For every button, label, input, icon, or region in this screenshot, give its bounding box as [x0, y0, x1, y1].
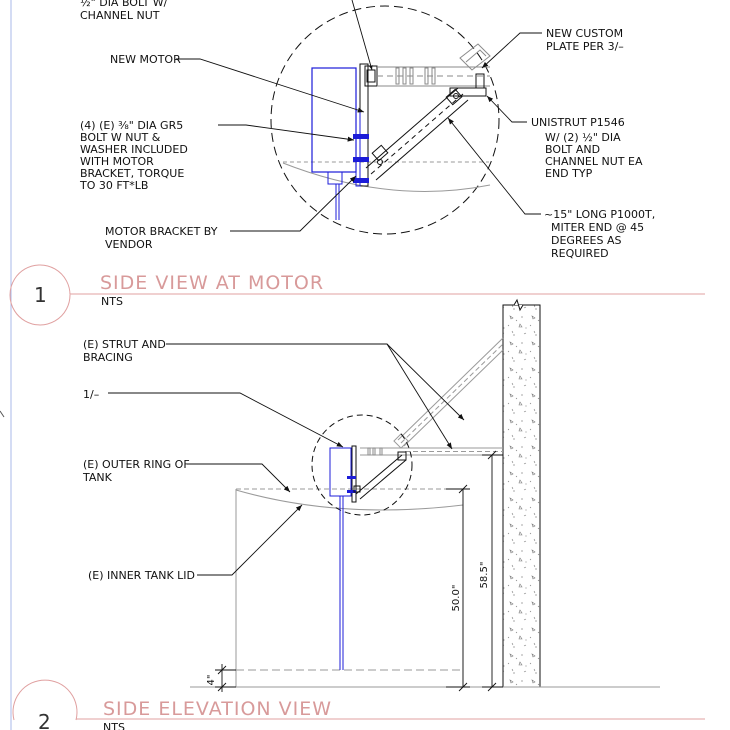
- dimension-4: [215, 664, 236, 692]
- dimension-50-label: 50.0": [451, 585, 462, 612]
- dimension-58-5: [482, 450, 503, 692]
- motor-bracket-plate-inner: [355, 109, 361, 187]
- callout-ref: 1/–: [83, 388, 99, 401]
- detail-2-leaders: [108, 343, 465, 576]
- dimension-58-5-label: 58.5": [479, 562, 490, 589]
- dimension-4-label: 4": [206, 675, 217, 686]
- callout-motor-bracket: MOTOR BRACKET BY VENDOR: [105, 225, 221, 251]
- dimension-50: [446, 484, 470, 692]
- bracing-plate: [393, 433, 409, 449]
- callout-brace: ~15" LONG P1000T, MITER END @ 45 DEGREES…: [544, 208, 659, 260]
- custom-plate: [459, 43, 491, 71]
- bolt-small-2: [347, 490, 356, 493]
- motor-base: [327, 171, 343, 185]
- callout-new-motor: NEW MOTOR: [110, 53, 181, 66]
- concrete-wall: [502, 304, 541, 688]
- tank-lid-curve: [282, 162, 491, 192]
- bolt-small-1: [347, 476, 356, 479]
- bolt-1: [353, 134, 369, 139]
- detail-1-scale: NTS: [101, 295, 123, 308]
- bracing-diagonal-1: [397, 337, 504, 441]
- bolt-2: [353, 157, 369, 162]
- bracing-diagonal-2: [403, 349, 504, 447]
- callout-top-left: ½" DIA BOLT W/ CHANNEL NUT: [80, 0, 171, 22]
- detail-1-leaders: [176, 0, 542, 232]
- sheet-border-tick: [0, 410, 5, 418]
- callout-strut: (E) STRUT AND BRACING: [83, 338, 169, 364]
- strut-end-clip: [449, 87, 487, 97]
- callout-inner-lid: (E) INNER TANK LID: [88, 569, 195, 582]
- detail-2-callout-circle: [311, 414, 413, 516]
- detail-2-bubble: [12, 679, 78, 721]
- detail-1-bubble: [9, 264, 71, 326]
- motor-body: [311, 67, 357, 173]
- detail-1-side-view-at-motor: ½" DIA BOLT W/ CHANNEL NUT NEW MOTOR (4)…: [9, 0, 705, 326]
- diagonal-brace-small: [353, 451, 407, 500]
- diagonal-brace: [365, 87, 469, 181]
- bracket-clip-2: [366, 69, 376, 83]
- detail-2-side-elevation: 50.0" 58.5" 4" (E) STRUT AND: [12, 298, 705, 730]
- detail-circle: [270, 5, 500, 235]
- unistrut-bolts: [395, 67, 436, 85]
- detail-2-scale: NTS: [103, 721, 125, 730]
- detail-2-number: 2: [38, 710, 51, 730]
- custom-plate-2: [465, 49, 487, 63]
- callout-custom-plate: NEW CUSTOM PLATE PER 3/–: [546, 27, 627, 53]
- detail-1-title: SIDE VIEW AT MOTOR: [100, 272, 324, 294]
- tank-inner-lid: [235, 489, 464, 511]
- bolt-3: [353, 178, 369, 183]
- wall-break: [503, 298, 540, 312]
- detail-2-title: SIDE ELEVATION VIEW: [103, 698, 332, 720]
- unistrut-small-bolts: [367, 447, 383, 456]
- callout-outer-ring: (E) OUTER RING OF TANK: [82, 458, 193, 484]
- detail-1-number: 1: [34, 283, 47, 307]
- callout-unistrut: UNISTRUT P1546 W/ (2) ½" DIA BOLT AND CH…: [531, 116, 646, 180]
- bracing-diagonal-dash: [400, 343, 504, 444]
- callout-bolts: (4) (E) ⅜" DIA GR5 BOLT W NUT & WASHER I…: [79, 119, 191, 192]
- bracket-small: [351, 445, 357, 503]
